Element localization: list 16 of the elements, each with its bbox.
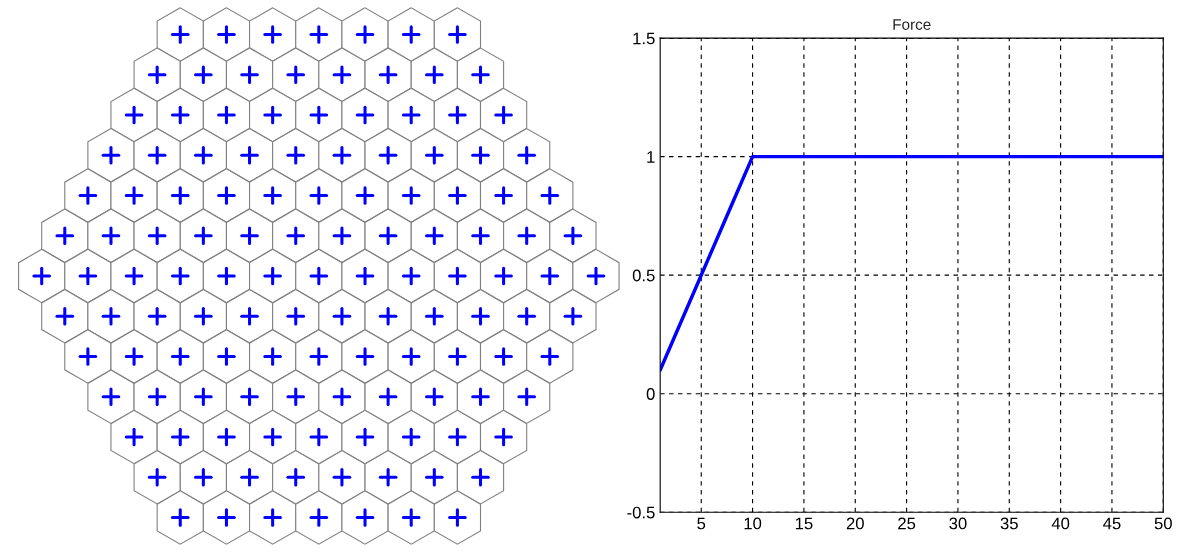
x-tick-label: 10: [744, 517, 762, 530]
x-tick-label: 30: [949, 517, 967, 530]
x-tick-label: 25: [898, 517, 916, 530]
y-tick-label: 0.5: [632, 269, 655, 282]
x-tick-label: 40: [1051, 517, 1070, 530]
x-tick-label: 15: [795, 517, 813, 530]
y-tick-label: 1.5: [633, 32, 655, 45]
x-tick-label: 20: [846, 517, 864, 530]
y-tick-label: 1: [647, 151, 655, 163]
x-tick-label: 5: [697, 517, 706, 530]
y-tick-label: 0: [646, 388, 655, 400]
x-tick-label: 50: [1154, 517, 1172, 530]
x-tick-label: 45: [1103, 517, 1121, 530]
chart-title: Force: [893, 19, 931, 30]
y-tick-label: -0.5: [627, 506, 655, 519]
x-tick-label: 35: [1000, 517, 1018, 530]
